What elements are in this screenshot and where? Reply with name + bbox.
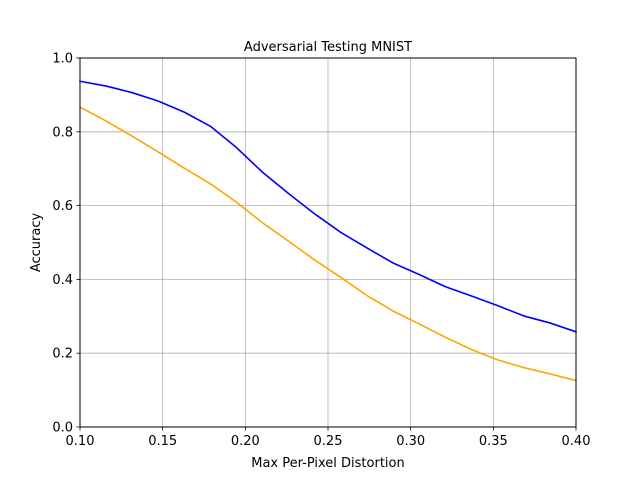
y-tick-label: 1.0 <box>52 52 73 67</box>
x-tick-label: 0.25 <box>314 434 343 449</box>
x-tick-label: 0.20 <box>231 434 260 449</box>
series-line-1 <box>79 80 578 333</box>
y-tick-label: 0.0 <box>52 421 73 436</box>
y-tick-label: 0.8 <box>52 125 73 140</box>
x-tick-label: 0.40 <box>562 434 591 449</box>
series-line-2 <box>78 105 577 382</box>
chart-title: Adversarial Testing MNIST <box>244 40 412 55</box>
y-axis-label: Accuracy <box>29 213 44 273</box>
x-tick-label: 0.35 <box>479 434 508 449</box>
x-tick-label: 0.30 <box>396 434 425 449</box>
x-tick-label: 0.15 <box>148 434 177 449</box>
x-axis-ticks: 0.10 0.15 0.20 0.25 0.30 0.35 0.40 <box>66 427 591 449</box>
x-axis-label: Max Per-Pixel Distortion <box>251 456 404 471</box>
y-tick-label: 0.2 <box>52 347 73 362</box>
y-tick-label: 0.4 <box>52 273 73 288</box>
series-layer <box>78 80 578 382</box>
y-axis-ticks: 0.0 0.2 0.4 0.6 0.8 1.0 <box>52 52 80 436</box>
x-tick-label: 0.10 <box>66 434 95 449</box>
y-tick-label: 0.6 <box>52 199 73 214</box>
